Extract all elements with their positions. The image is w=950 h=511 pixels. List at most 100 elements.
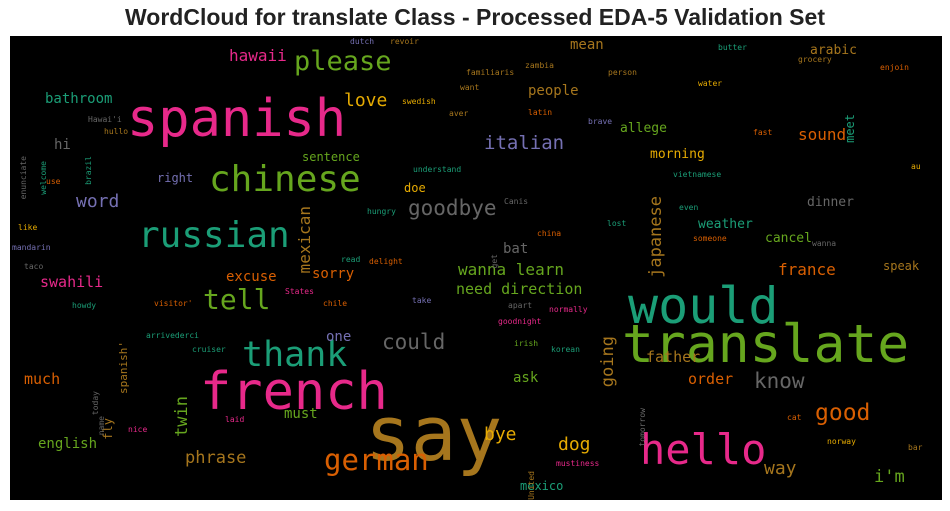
word-33: order [688, 370, 734, 388]
word-88: even [679, 203, 699, 212]
word-27: mexican [295, 206, 314, 274]
word-42: bat [503, 241, 529, 257]
word-18: word [76, 191, 120, 212]
word-38: must [284, 406, 318, 422]
word-85: au [911, 162, 921, 171]
word-111: today [91, 391, 100, 416]
word-67: butter [718, 43, 747, 52]
word-110: korean [551, 345, 580, 354]
word-28: france [778, 260, 836, 279]
word-35: much [24, 370, 61, 388]
word-108: cruiser [192, 345, 226, 354]
word-71: water [698, 79, 723, 88]
word-7: russian [138, 215, 290, 256]
chart-title: WordCloud for translate Class - Processe… [125, 4, 825, 30]
word-75: brave [588, 117, 613, 126]
word-102: chile [323, 299, 348, 308]
word-72: swedish [402, 97, 436, 106]
word-81: brazil [84, 156, 93, 185]
word-96: delight [369, 257, 403, 266]
word-77: Hawai'i [88, 115, 122, 124]
word-49: weather [698, 217, 753, 232]
word-43: english [38, 436, 98, 452]
word-9: german [324, 443, 429, 477]
word-98: taco [24, 262, 44, 271]
word-69: enjoin [880, 63, 909, 72]
word-91: china [537, 229, 562, 238]
word-10: tell [203, 283, 271, 316]
word-87: Canis [504, 197, 529, 206]
word-103: take [412, 296, 432, 305]
word-100: howdy [72, 301, 97, 310]
word-48: morning [650, 147, 705, 162]
word-39: excuse [226, 269, 277, 285]
word-22: i'm [874, 467, 905, 487]
word-90: like [18, 223, 38, 232]
word-114: laid [225, 415, 245, 424]
word-13: could [382, 330, 446, 354]
word-78: hullo [104, 127, 129, 136]
word-74: latin [528, 108, 553, 117]
word-112: name [97, 416, 106, 436]
word-46: bathroom [45, 91, 113, 107]
word-14: goodbye [408, 196, 497, 220]
word-6: chinese [209, 159, 361, 200]
word-47: allege [620, 121, 667, 136]
word-107: arrivederci [146, 331, 199, 340]
word-58: doe [404, 181, 426, 195]
word-16: italian [484, 132, 565, 154]
word-68: grocery [798, 55, 832, 64]
word-0: say [365, 389, 503, 478]
word-29: hawaii [229, 46, 287, 65]
word-12: good [815, 400, 871, 426]
word-113: tomorrow [638, 408, 647, 447]
word-105: normally [549, 305, 588, 314]
word-94: mandarin [12, 243, 51, 252]
word-45: people [528, 83, 579, 99]
word-37: one [326, 329, 352, 345]
word-31: wanna learn [458, 260, 564, 279]
word-82: understand [413, 165, 462, 174]
word-120: mustiness [556, 459, 600, 468]
word-4: would [628, 277, 779, 335]
word-51: dinner [807, 195, 854, 210]
word-34: father [646, 348, 701, 366]
word-115: nice [128, 425, 148, 434]
word-25: phrase [185, 448, 247, 468]
word-44: mean [570, 37, 604, 53]
word-76: fast [753, 128, 773, 137]
word-11: please [294, 46, 392, 77]
word-53: speak [883, 259, 920, 273]
word-1: translate [622, 314, 910, 375]
word-104: apart [508, 301, 533, 310]
word-52: arabic [810, 43, 857, 58]
word-5: hello [640, 425, 767, 474]
word-41: ask [513, 370, 539, 386]
word-116: cat [787, 413, 802, 422]
word-15: know [754, 369, 805, 393]
word-19: way [764, 458, 797, 479]
word-20: dog [558, 434, 591, 455]
word-84: use [46, 177, 61, 186]
word-32: need direction [456, 280, 583, 298]
word-24: japanese [646, 196, 666, 278]
word-63: revoir [390, 37, 419, 46]
word-50: cancel [765, 231, 812, 246]
word-93: wanna [812, 239, 837, 248]
word-40: sorry [312, 266, 355, 282]
word-99: States [285, 287, 314, 296]
word-92: someone [693, 234, 727, 243]
word-26: twin [172, 396, 192, 437]
word-73: aver [449, 109, 469, 118]
word-2: spanish [127, 89, 347, 149]
word-117: norway [827, 437, 856, 446]
word-97: get [490, 254, 499, 269]
word-62: dutch [350, 37, 375, 46]
word-64: zambia [525, 61, 554, 70]
word-86: hungry [367, 207, 396, 216]
word-3: french [200, 362, 388, 422]
word-55: hi [54, 137, 71, 153]
word-57: right [157, 171, 194, 185]
word-8: thank [242, 335, 348, 375]
word-36: swahili [40, 273, 104, 291]
